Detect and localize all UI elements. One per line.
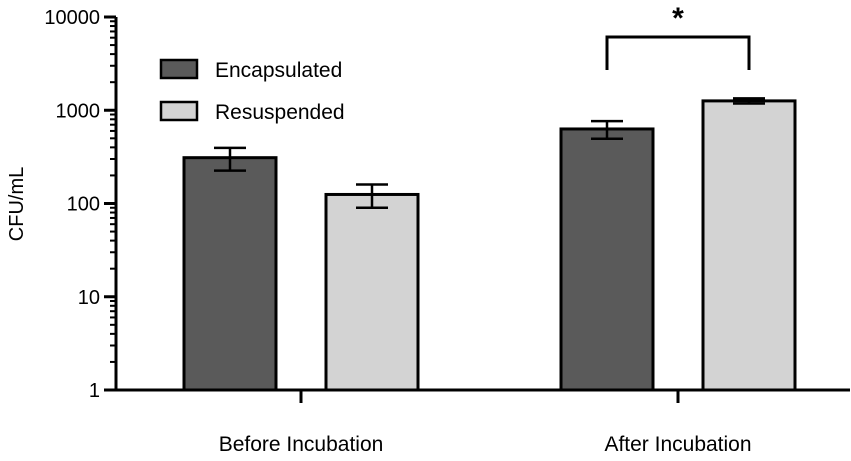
y-axis-title: CFU/mL (6, 167, 28, 241)
significance-star: * (672, 2, 684, 35)
bar (559, 127, 655, 392)
legend-label: Resuspended (215, 101, 345, 124)
y-tick-label: 100 (67, 194, 100, 216)
legend-swatch (159, 100, 199, 122)
x-category-label: Before Incubation (219, 433, 384, 456)
bar (701, 99, 797, 392)
y-tick-label: 10 (78, 287, 100, 309)
x-category-label: After Incubation (604, 433, 751, 456)
y-tick-label: 1000 (56, 100, 101, 122)
x-axis: Before Incubation After Incubation (116, 388, 850, 456)
legend: Encapsulated Resuspended (159, 58, 345, 124)
y-tick-label: 1 (89, 380, 100, 402)
bar (182, 156, 278, 392)
y-tick-label: 10000 (44, 7, 100, 29)
legend-label: Encapsulated (215, 59, 342, 82)
bar-series (182, 97, 797, 392)
y-axis-ticks: 1 10 100 1000 10000 (44, 7, 118, 402)
bar (324, 192, 420, 392)
significance-annotation: * (605, 2, 751, 70)
significance-bracket (605, 35, 751, 70)
legend-swatch (159, 58, 199, 80)
